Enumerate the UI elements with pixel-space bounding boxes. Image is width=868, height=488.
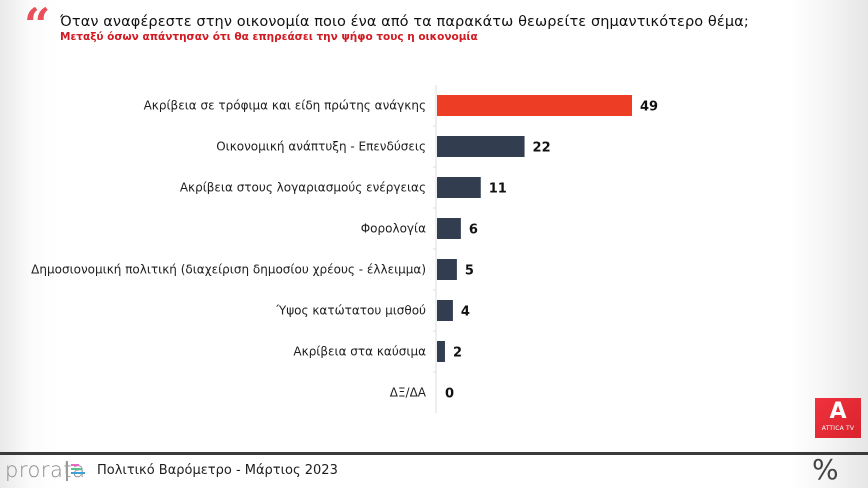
bar [437,300,453,321]
bar [437,341,445,362]
quote-mark-icon: “ [24,0,51,52]
attica-tv-logo: A ATTICA TV [815,398,861,438]
category-label: Οικονομική ανάπτυξη - Επενδύσεις [216,140,426,154]
category-label: Ύψος κατώτατου μισθού [275,304,426,318]
category-label: Ακρίβεια στους λογαριασμούς ενέργειας [180,181,426,195]
brand-separator [66,461,68,481]
value-label: 6 [469,223,478,238]
footer-divider [0,452,868,455]
brand-bars-icon [71,464,85,478]
value-label: 11 [489,182,507,197]
category-label: ΔΞ/ΔΑ [390,386,427,400]
footer-caption: Πολιτικό Βαρόμετρο - Μάρτιος 2023 [97,463,338,478]
percent-icon: % [812,453,839,486]
category-label: Ακρίβεια στα καύσιμα [293,345,426,359]
logo-letter: A [829,399,847,424]
bar-chart: Ακρίβεια σε τρόφιμα και είδη πρώτης ανάγ… [31,85,658,413]
logo-name: ATTICA TV [821,425,855,432]
bar [437,218,461,239]
value-label: 0 [445,387,454,402]
bar [437,259,457,280]
category-label: Δημοσιονομική πολιτική (διαχείριση δημοσ… [31,263,426,277]
value-label: 22 [533,141,551,156]
chart-subtitle: Μεταξύ όσων απάντησαν ότι θα επηρεάσει τ… [60,31,478,43]
bar [437,136,525,157]
value-label: 5 [465,264,474,279]
category-label: Φορολογία [361,222,426,236]
prorata-logo: prorata [5,458,86,482]
category-label: Ακρίβεια σε τρόφιμα και είδη πρώτης ανάγ… [144,99,426,113]
bar [437,95,632,116]
value-label: 49 [640,100,658,115]
value-label: 4 [461,305,470,320]
bar [437,177,481,198]
chart-title: Όταν αναφέρεστε στην οικονομία ποιο ένα … [60,14,749,30]
value-label: 2 [453,346,462,361]
